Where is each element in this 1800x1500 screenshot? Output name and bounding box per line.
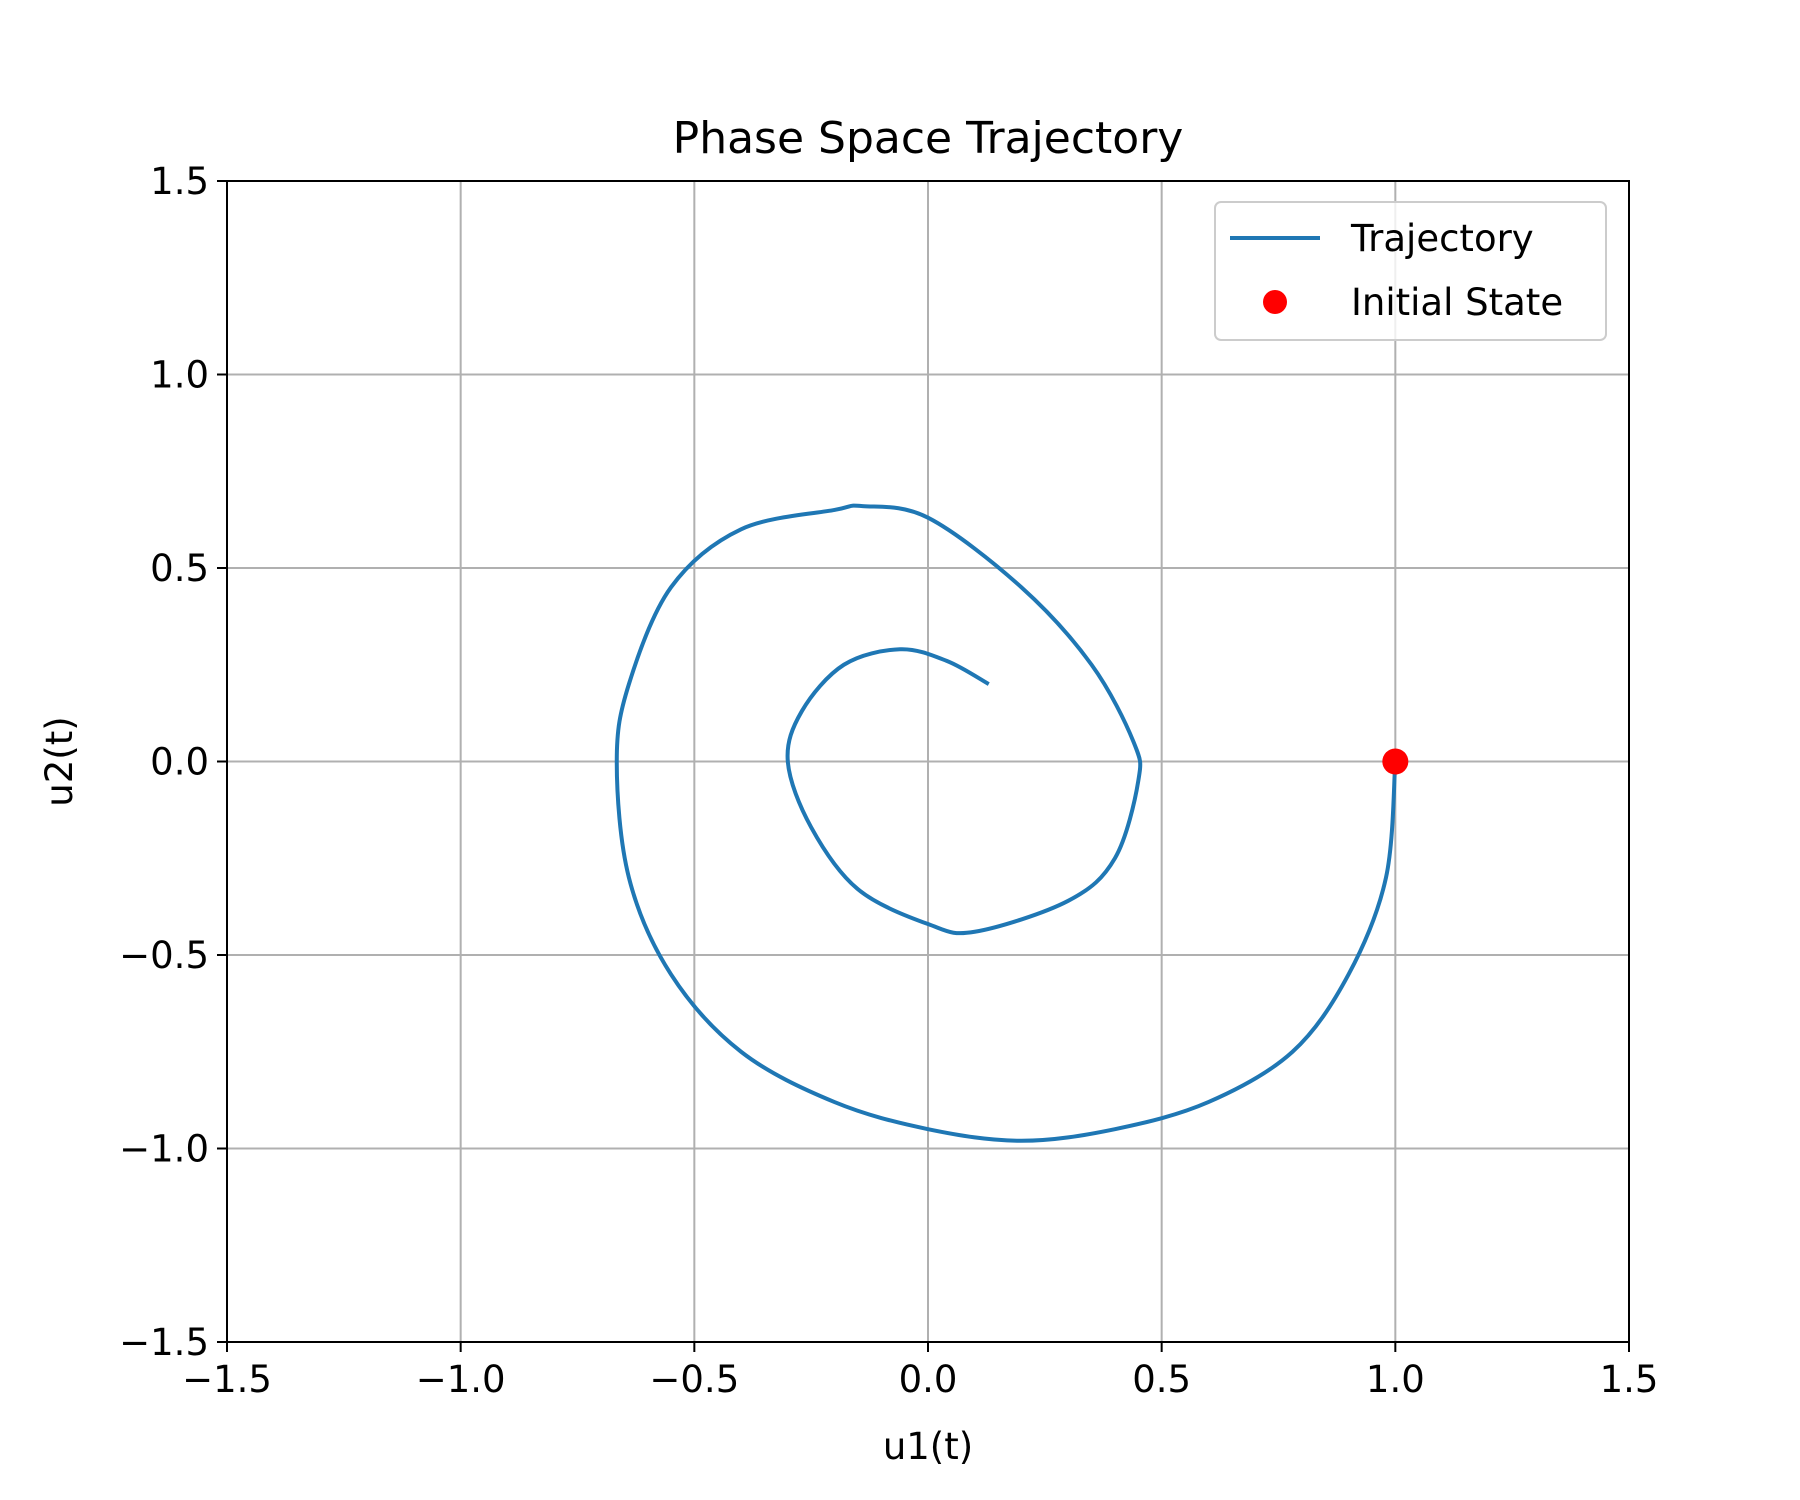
y-tick-label: −1.0 [119,1128,209,1171]
legend-trajectory-label: Trajectory [1350,217,1534,260]
legend-initial-state-swatch [1263,290,1287,314]
x-tick-label: 1.5 [1600,1358,1659,1401]
legend-initial-state-label: Initial State [1351,281,1563,324]
initial-state-point [1382,748,1409,775]
x-tick-label: −1.5 [182,1358,272,1401]
y-tick-label: 1.5 [150,160,209,203]
y-tick-label: −0.5 [119,934,209,977]
x-axis-label: u1(t) [883,1425,973,1468]
y-tick-label: 0.0 [150,741,209,784]
ticks: −1.5 −1.0 −0.5 0.0 0.5 1.0 1.5 −1.5 −1.0 −0.5 0.0 0… [119,160,1658,1401]
x-tick-label: −1.0 [416,1358,506,1401]
trajectory-line [614,503,1398,1143]
x-tick-label: 0.0 [899,1358,958,1401]
x-tick-label: −0.5 [649,1358,739,1401]
y-tick-label: −1.5 [119,1321,209,1364]
x-tick-label: 0.5 [1132,1358,1191,1401]
chart-title: Phase Space Trajectory [673,113,1184,164]
y-axis-label: u2(t) [38,716,81,806]
plot-area [614,503,1409,1143]
x-tick-label: 1.0 [1366,1358,1425,1401]
legend: Trajectory Initial State [1214,201,1607,341]
y-tick-label: 0.5 [150,547,209,590]
y-tick-label: 1.0 [150,354,209,397]
